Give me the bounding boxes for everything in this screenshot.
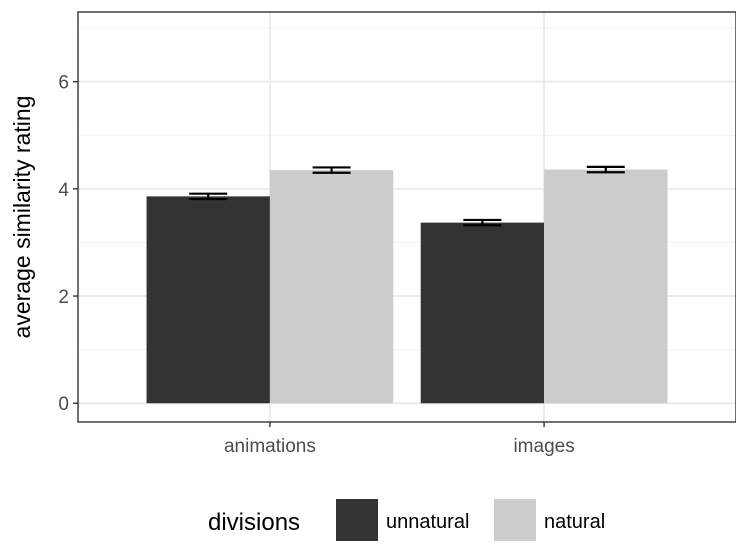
y-tick-label: 4 (58, 180, 69, 201)
legend-label-unnatural: unnatural (386, 511, 469, 533)
bar-unnatural-images (420, 222, 545, 404)
bar-natural-animations (269, 170, 394, 404)
legend-label-natural: natural (544, 511, 605, 533)
error-bars (189, 165, 625, 227)
y-axis-title: average similarity rating (9, 96, 35, 339)
y-tick-label: 6 (58, 73, 69, 94)
legend-title: divisions (208, 509, 300, 536)
bar-unnatural-animations (146, 196, 270, 404)
legend: divisions unnatural natural (208, 499, 605, 541)
legend-key-natural (494, 499, 536, 541)
y-tick-label: 0 (58, 394, 69, 415)
bar-natural-images (544, 169, 668, 404)
x-tick-label: animations (224, 436, 316, 457)
x-tick-label: images (513, 436, 574, 457)
legend-key-unnatural (336, 499, 378, 541)
axes: 0 2 4 6 animations images (58, 73, 574, 457)
y-tick-label: 2 (58, 287, 69, 308)
bars (146, 169, 668, 404)
plot-border (77, 11, 736, 423)
